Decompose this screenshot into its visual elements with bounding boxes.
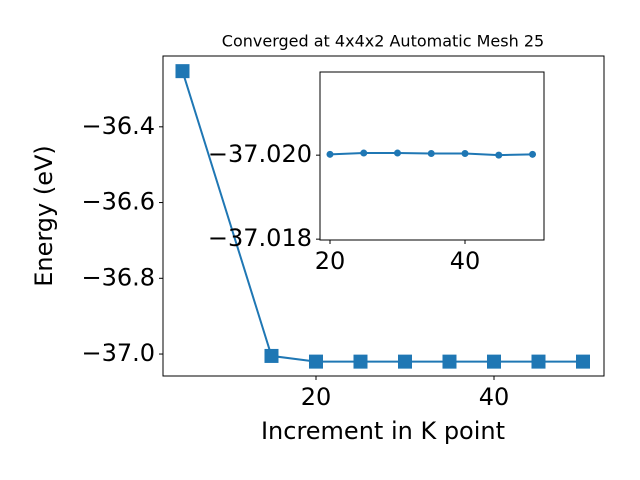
- data-point: [461, 149, 469, 157]
- data-point: [531, 354, 546, 369]
- data-point: [529, 150, 537, 158]
- chart-title: Converged at 4x4x2 Automatic Mesh 25: [222, 32, 544, 51]
- data-point: [442, 354, 457, 369]
- y-axis-label: Energy (eV): [30, 145, 58, 287]
- x-axis-label: Increment in K point: [261, 417, 505, 445]
- x-tick-label: 40: [479, 383, 510, 411]
- data-point: [264, 348, 279, 363]
- y-tick-label: −37.020: [208, 140, 312, 168]
- data-point: [394, 149, 402, 157]
- data-point: [360, 149, 368, 157]
- data-point: [175, 64, 190, 79]
- data-point: [575, 354, 590, 369]
- data-point: [308, 354, 323, 369]
- data-point: [353, 354, 368, 369]
- x-tick-label: 20: [315, 247, 346, 275]
- x-tick-label: 20: [301, 383, 332, 411]
- x-tick-label: 40: [450, 247, 481, 275]
- y-tick-label: −37.018: [208, 224, 312, 252]
- y-tick-label: −36.6: [81, 188, 155, 216]
- data-point: [397, 354, 412, 369]
- y-tick-label: −37.0: [81, 339, 155, 367]
- data-point: [495, 151, 503, 159]
- y-tick-label: −36.4: [81, 112, 155, 140]
- data-point: [486, 354, 501, 369]
- data-point: [427, 149, 435, 157]
- data-point: [326, 150, 334, 158]
- y-tick-label: −36.8: [81, 263, 155, 291]
